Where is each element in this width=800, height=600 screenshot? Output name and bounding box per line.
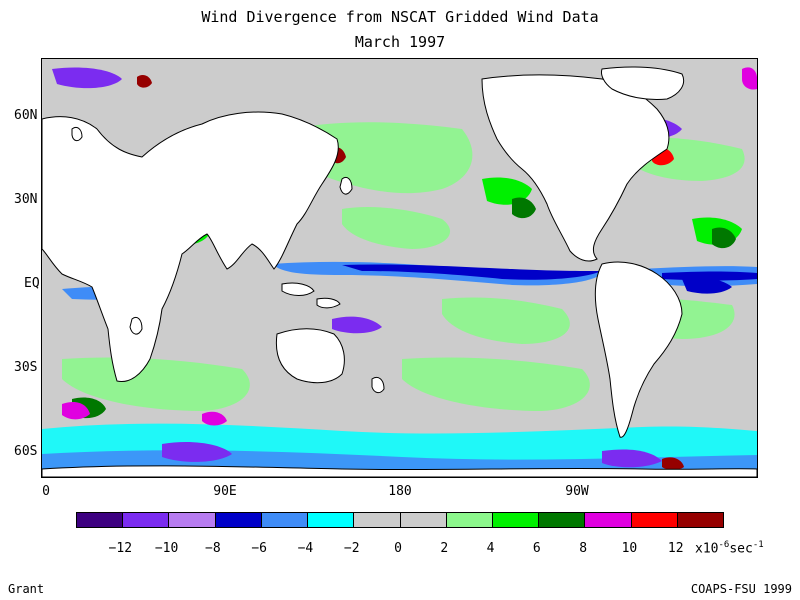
colorbar-tick-label: −10 xyxy=(154,541,179,556)
colorbar-tick-label: 8 xyxy=(579,541,588,556)
lat-label-30s: 30S xyxy=(14,360,38,375)
chart-title: Wind Divergence from NSCAT Gridded Wind … xyxy=(201,8,599,26)
lon-label-180: 180 xyxy=(388,484,412,499)
colorbar-swatch xyxy=(631,513,678,527)
colorbar-tick-label: 4 xyxy=(486,541,495,556)
footer-author: Grant xyxy=(8,582,45,596)
colorbar-swatch xyxy=(354,513,401,527)
colorbar xyxy=(76,512,724,528)
colorbar-tick-label: −4 xyxy=(297,541,314,556)
map-plot-area xyxy=(41,58,758,478)
colorbar-swatch xyxy=(169,513,216,527)
colorbar-tick-label: 12 xyxy=(667,541,684,556)
lat-label-60s: 60S xyxy=(14,444,38,459)
itcz-band xyxy=(62,261,757,334)
lat-label-60n: 60N xyxy=(14,108,38,123)
colorbar-tick-label: 10 xyxy=(621,541,638,556)
land-antarctica xyxy=(42,465,757,477)
colorbar-tick-label: 6 xyxy=(532,541,541,556)
colorbar-swatch xyxy=(77,513,124,527)
land-japan xyxy=(339,176,353,195)
land-uk xyxy=(71,126,83,142)
colorbar-tick-label: −2 xyxy=(343,541,360,556)
land-masses xyxy=(42,66,757,477)
lon-label-90e: 90E xyxy=(213,484,237,499)
lat-label-eq: EQ xyxy=(24,276,40,291)
footer-credit: COAPS-FSU 1999 xyxy=(690,582,792,596)
land-madagascar xyxy=(129,316,143,335)
lon-label-90w: 90W xyxy=(565,484,589,499)
land-australia xyxy=(275,328,345,384)
colorbar-swatch xyxy=(308,513,355,527)
colorbar-tick-label: −12 xyxy=(108,541,133,556)
colorbar-swatch xyxy=(123,513,170,527)
colorbar-tick-labels: −12 −10 −8 −6 −4 −2 0 2 4 6 8 10 12 xyxy=(0,541,800,559)
units-base: x10 xyxy=(695,541,719,557)
divergence-patches xyxy=(62,122,745,419)
northern-features xyxy=(52,67,757,294)
colorbar-tick-label: −6 xyxy=(251,541,267,556)
chart-subtitle: March 1997 xyxy=(354,33,446,51)
units-tail-exponent: -1 xyxy=(752,540,764,550)
colorbar-tick-label: 2 xyxy=(440,541,449,556)
land-eurasia-africa xyxy=(42,111,339,383)
units-exponent: -6 xyxy=(718,540,730,550)
lat-label-30n: 30N xyxy=(14,192,38,207)
colorbar-tick-label: 0 xyxy=(394,541,402,556)
colorbar-units: x10-6sec-1 xyxy=(695,540,764,556)
lon-label-0: 0 xyxy=(42,484,50,499)
colorbar-tick-label: −8 xyxy=(205,541,221,556)
land-greenland xyxy=(601,66,685,100)
land-new-zealand xyxy=(371,376,385,394)
colorbar-swatch xyxy=(677,513,724,527)
land-indonesia xyxy=(281,282,315,296)
colorbar-swatch xyxy=(585,513,632,527)
colorbar-swatch xyxy=(492,513,540,527)
colorbar-swatch xyxy=(261,513,309,527)
colorbar-swatch xyxy=(400,513,447,527)
colorbar-swatch xyxy=(539,513,586,527)
units-tail: sec xyxy=(729,541,753,557)
map-graphic xyxy=(42,59,757,477)
colorbar-swatch xyxy=(215,513,262,527)
land-south-america xyxy=(594,261,683,438)
colorbar-swatch xyxy=(446,513,493,527)
